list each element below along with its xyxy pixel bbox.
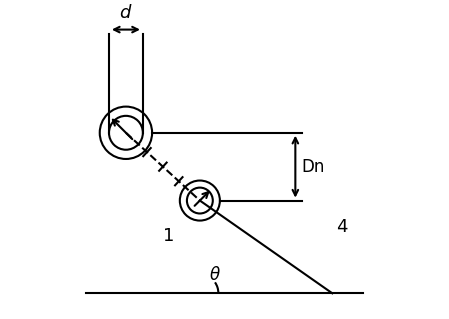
Text: Dn: Dn <box>302 158 325 176</box>
Text: 1: 1 <box>163 227 175 245</box>
Text: $\theta$: $\theta$ <box>209 266 221 284</box>
Text: 4: 4 <box>336 218 348 236</box>
Text: $d$: $d$ <box>119 4 132 22</box>
